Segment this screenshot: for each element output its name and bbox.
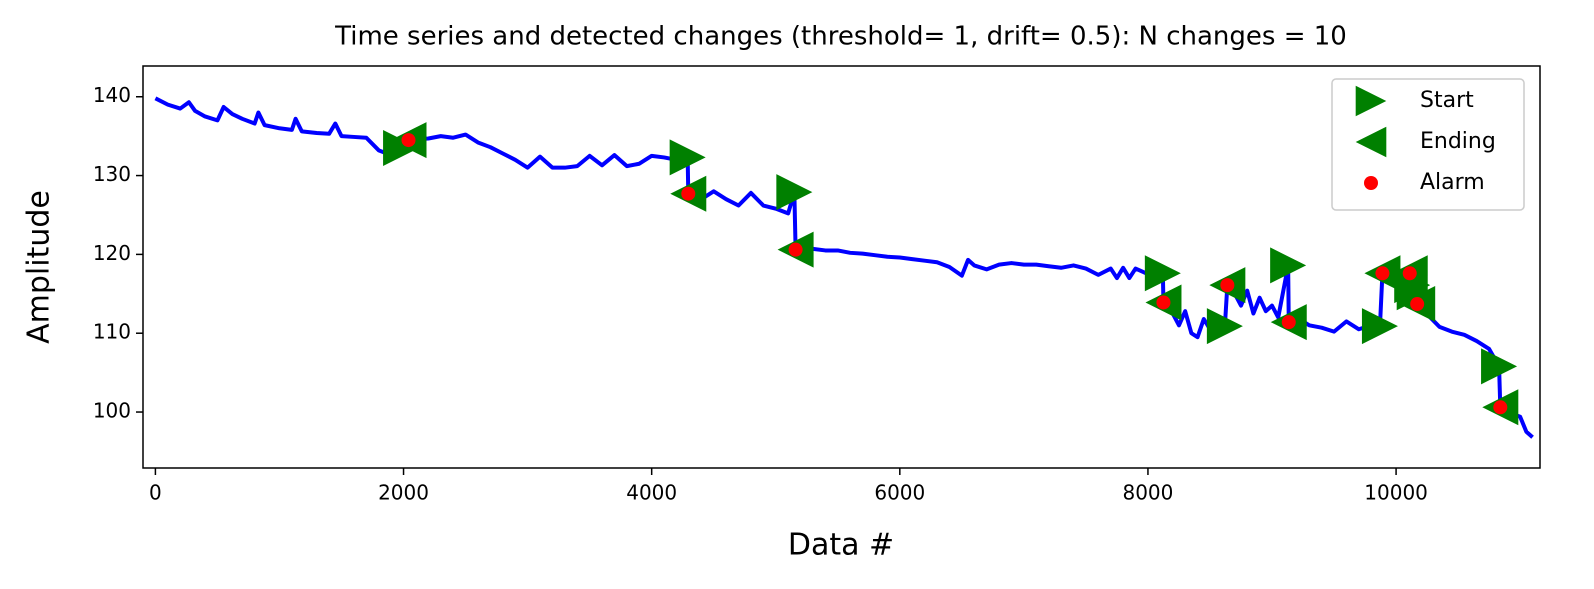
marker-0	[669, 139, 706, 176]
x-axis-label: Data #	[788, 528, 894, 563]
legend-label: Ending	[1420, 129, 1496, 154]
legend-label: Alarm	[1420, 170, 1485, 195]
marker-2	[1410, 297, 1425, 312]
y-tick-label: 140	[93, 83, 131, 107]
marker-2	[681, 186, 696, 201]
marker-0	[1361, 308, 1398, 345]
marker-2	[1402, 266, 1417, 281]
legend-label: Start	[1420, 88, 1474, 113]
legend-marker	[1364, 176, 1378, 190]
marker-2	[401, 133, 416, 148]
x-tick-label: 0	[149, 481, 162, 505]
legend-marker	[1355, 85, 1387, 117]
y-tick-label: 100	[93, 399, 131, 423]
marker-0	[1270, 247, 1307, 284]
marker-2	[1375, 266, 1390, 281]
marker-0	[1206, 308, 1243, 345]
y-axis-label: Amplitude	[22, 190, 57, 344]
marker-0	[776, 174, 813, 211]
y-tick-label: 130	[93, 162, 131, 186]
x-tick-label: 8000	[1122, 481, 1173, 505]
marker-2	[1220, 278, 1235, 293]
marker-0	[1144, 255, 1181, 292]
x-tick-label: 4000	[626, 481, 677, 505]
x-tick-label: 10000	[1364, 481, 1428, 505]
marker-2	[1493, 400, 1508, 415]
marker-0	[383, 129, 420, 166]
series-line	[154, 96, 1534, 439]
marker-2	[1156, 295, 1171, 310]
chart-title: Time series and detected changes (thresh…	[334, 22, 1347, 52]
marker-0	[1481, 348, 1518, 385]
x-tick-label: 2000	[378, 481, 429, 505]
plot-frame	[142, 65, 1541, 469]
y-tick-label: 110	[93, 320, 131, 344]
x-tick-label: 6000	[874, 481, 925, 505]
marker-2	[1281, 315, 1296, 330]
legend-box	[1331, 78, 1525, 211]
marker-2	[788, 242, 803, 257]
legend-marker	[1355, 126, 1387, 158]
y-tick-label: 120	[93, 241, 131, 265]
